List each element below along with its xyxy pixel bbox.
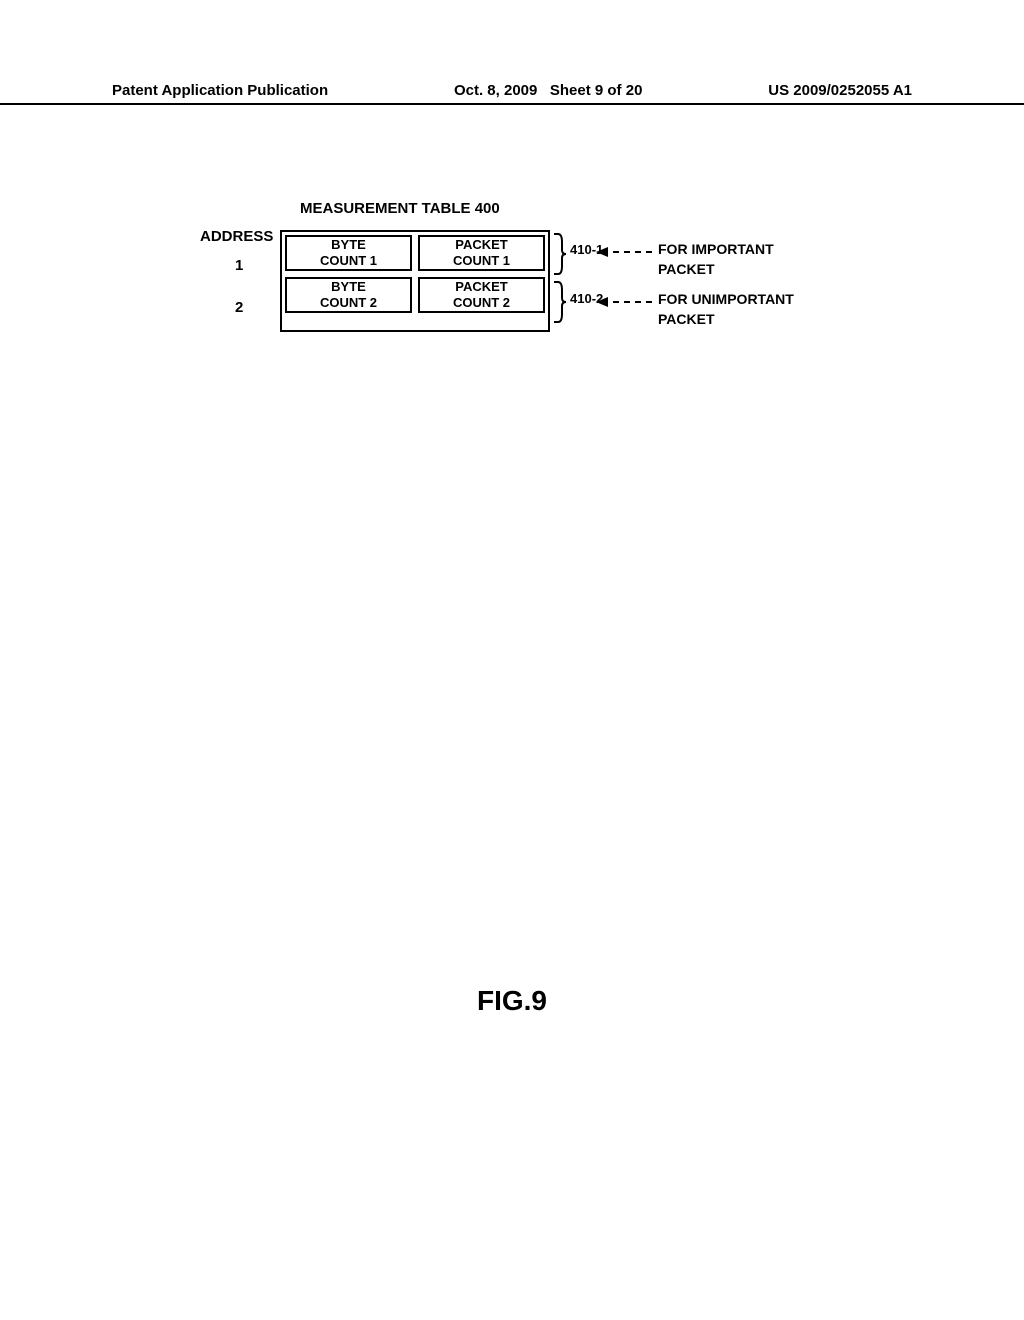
- cell-byte-1: BYTE COUNT 1: [285, 235, 412, 271]
- note-2-line1: FOR UNIMPORTANT: [658, 291, 794, 307]
- packet-label-1: PACKET: [455, 237, 507, 253]
- note-1-line2: PACKET: [658, 261, 715, 277]
- table-row-blank: [282, 316, 548, 330]
- note-1-line1: FOR IMPORTANT: [658, 241, 774, 257]
- note-2: FOR UNIMPORTANT PACKET: [658, 290, 794, 329]
- cell-packet-1: PACKET COUNT 1: [418, 235, 545, 271]
- table-title: MEASUREMENT TABLE 400: [300, 200, 500, 217]
- note-2-line2: PACKET: [658, 311, 715, 327]
- measurement-table: BYTE COUNT 1 PACKET COUNT 1 BYTE COUNT 2…: [280, 230, 550, 332]
- address-label: ADDRESS: [200, 228, 273, 245]
- cell-byte-2: BYTE COUNT 2: [285, 277, 412, 313]
- table-row: BYTE COUNT 1 PACKET COUNT 1: [282, 232, 548, 274]
- packet-label-2: PACKET: [455, 279, 507, 295]
- byte-label-2: BYTE: [331, 279, 366, 295]
- address-2: 2: [235, 299, 243, 316]
- note-1: FOR IMPORTANT PACKET: [658, 240, 774, 279]
- bracket-icon: [552, 278, 570, 326]
- header-left: Patent Application Publication: [112, 82, 328, 99]
- dashed-arrow-icon: [596, 296, 656, 308]
- figure-label: FIG.9: [0, 985, 1024, 1017]
- byte-label-1: BYTE: [331, 237, 366, 253]
- address-1: 1: [235, 257, 243, 274]
- byte-count-1: COUNT 1: [320, 253, 377, 269]
- header-center: Oct. 8, 2009 Sheet 9 of 20: [454, 82, 642, 99]
- packet-count-1: COUNT 1: [453, 253, 510, 269]
- page-header: Patent Application Publication Oct. 8, 2…: [0, 82, 1024, 105]
- header-pubno: US 2009/0252055 A1: [768, 82, 912, 99]
- byte-count-2: COUNT 2: [320, 295, 377, 311]
- dashed-arrow-icon: [596, 246, 656, 258]
- cell-packet-2: PACKET COUNT 2: [418, 277, 545, 313]
- header-sheet: Sheet 9 of 20: [550, 82, 643, 99]
- header-date: Oct. 8, 2009: [454, 82, 537, 99]
- packet-count-2: COUNT 2: [453, 295, 510, 311]
- bracket-icon: [552, 230, 570, 278]
- table-row: BYTE COUNT 2 PACKET COUNT 2: [282, 274, 548, 316]
